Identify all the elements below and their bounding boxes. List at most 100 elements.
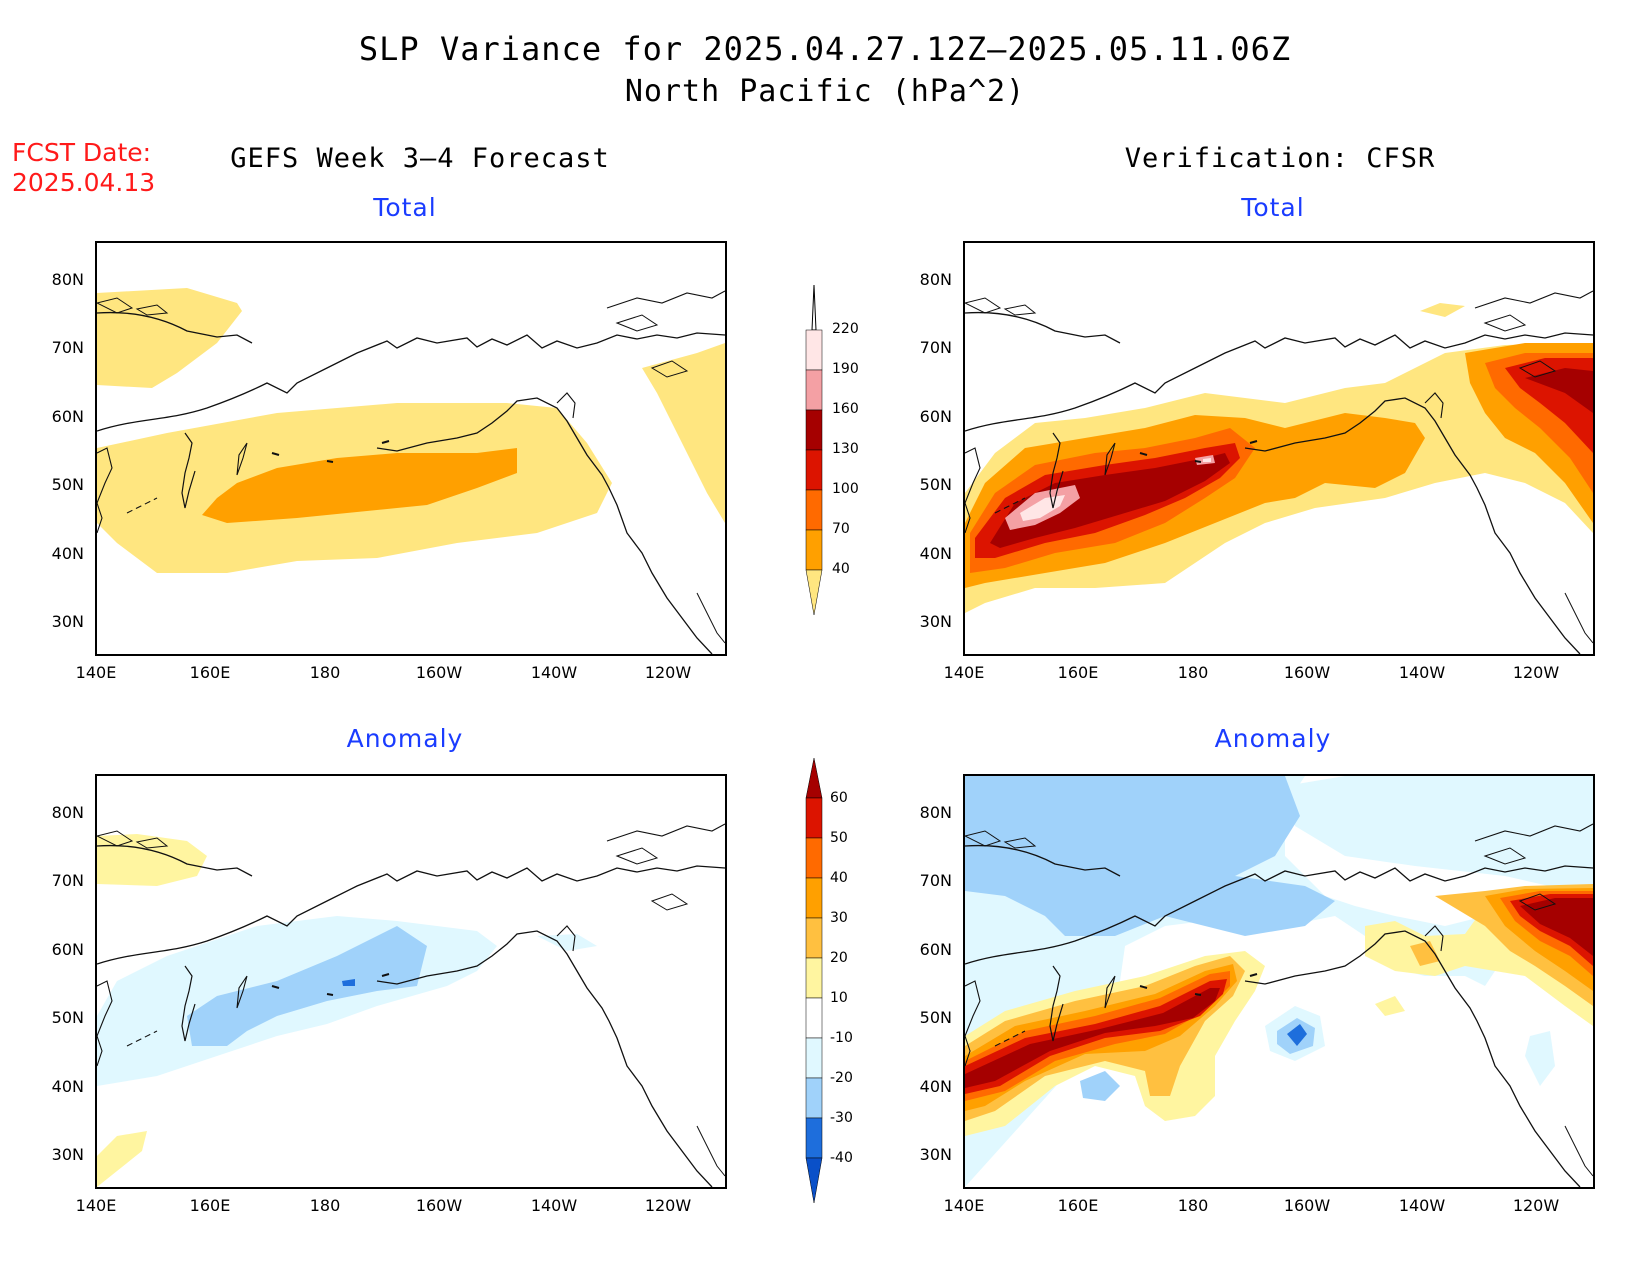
lat-label: 30N <box>919 1145 952 1164</box>
contour-minus10-minus20-bg <box>965 776 1593 896</box>
colorbar-total-label: 160 <box>832 401 859 417</box>
lon-label: 180 <box>1177 1196 1209 1215</box>
colorbar-total-label: 220 <box>832 321 859 337</box>
bottom-right-panel-title: Anomaly <box>1214 724 1332 753</box>
lon-label: 180 <box>309 1196 341 1215</box>
lon-label: 140W <box>530 1196 578 1215</box>
contour-160-190 <box>990 453 1230 548</box>
colorbar-anomaly-label: 20 <box>830 950 848 966</box>
colorbar-total-label: 40 <box>832 561 850 577</box>
contour-40-70-small <box>1420 303 1465 317</box>
lat-label: 80N <box>919 803 952 822</box>
main-title: SLP Variance for 2025.04.27.12Z–2025.05.… <box>358 30 1292 68</box>
lat-label: 50N <box>51 475 84 494</box>
lon-label: 140W <box>1398 1196 1446 1215</box>
contour-160-190-east <box>1525 368 1593 413</box>
lon-label: 120W <box>644 663 692 682</box>
contour-minus20-minus30-north <box>965 776 1335 936</box>
colorbar-total-label: 70 <box>832 521 850 537</box>
colorbar-anomaly <box>805 758 823 1204</box>
top-right-panel-title: Total <box>1241 193 1305 222</box>
colorbar-total <box>805 285 823 615</box>
lon-label: 160W <box>1283 663 1331 682</box>
colorbar-anomaly-label: -40 <box>830 1150 853 1166</box>
lat-label: 70N <box>51 871 84 890</box>
colorbar-anomaly-label: -30 <box>830 1110 853 1126</box>
lat-label: 40N <box>919 544 952 563</box>
subtitle: North Pacific (hPa^2) <box>624 74 1026 109</box>
contour-50-60 <box>965 979 1227 1094</box>
colorbar-anomaly-label: 40 <box>830 870 848 886</box>
colorbar-anomaly-label: -20 <box>830 1070 853 1086</box>
map-panel-verification-anomaly <box>963 774 1595 1189</box>
lat-label: 30N <box>919 612 952 631</box>
lon-label: 160E <box>189 663 231 682</box>
map-panel-forecast-anomaly <box>95 774 727 1189</box>
lat-label: 70N <box>51 338 84 357</box>
contour-40-70-north <box>97 288 242 388</box>
contour-10-20-north <box>97 834 207 886</box>
colorbar-anomaly-label: 30 <box>830 910 848 926</box>
lon-label: 140E <box>75 663 117 682</box>
lat-label: 60N <box>919 407 952 426</box>
lat-label: 50N <box>919 1008 952 1027</box>
contour-20-30-small <box>1410 941 1440 966</box>
lon-label: 140E <box>943 663 985 682</box>
colorbar-total-label: 130 <box>832 441 859 457</box>
colorbar-total-label: 100 <box>832 481 859 497</box>
bottom-left-panel-title: Anomaly <box>346 724 464 753</box>
colorbar-anomaly-label: 10 <box>830 990 848 1006</box>
lon-label: 180 <box>1177 663 1209 682</box>
lat-label: 60N <box>51 407 84 426</box>
lat-label: 30N <box>51 1145 84 1164</box>
right-column-title: Verification: CFSR <box>1124 143 1436 174</box>
contour-minus30-minus40 <box>342 979 355 986</box>
left-column-title: GEFS Week 3–4 Forecast <box>230 143 610 174</box>
lon-label: 120W <box>1512 1196 1560 1215</box>
contour-60-plus-east <box>1520 898 1593 956</box>
lat-label: 50N <box>51 1008 84 1027</box>
map-panel-verification-total <box>963 241 1595 656</box>
lon-label: 160E <box>189 1196 231 1215</box>
lon-label: 160E <box>1057 1196 1099 1215</box>
contour-40-70-east <box>642 343 725 523</box>
lat-label: 50N <box>919 475 952 494</box>
colorbar-anomaly-label: 60 <box>830 790 848 806</box>
top-left-panel-title: Total <box>373 193 437 222</box>
lon-label: 120W <box>644 1196 692 1215</box>
lat-label: 70N <box>919 338 952 357</box>
forecast-date: FCST Date: 2025.04.13 <box>12 138 155 198</box>
contour-minus20-small-sw <box>1080 1071 1120 1101</box>
lon-label: 160W <box>415 663 463 682</box>
lon-label: 140E <box>943 1196 985 1215</box>
contour-minus10-minus20-east <box>537 934 597 951</box>
lon-label: 160E <box>1057 663 1099 682</box>
contour-220-plus <box>1020 495 1065 521</box>
lon-label: 180 <box>309 663 341 682</box>
contour-10-20-south <box>97 1131 147 1187</box>
lat-label: 60N <box>51 940 84 959</box>
lon-label: 160W <box>415 1196 463 1215</box>
contour-70-100 <box>202 448 517 523</box>
lat-label: 40N <box>51 1077 84 1096</box>
map-panel-forecast-total <box>95 241 727 656</box>
lat-label: 40N <box>51 544 84 563</box>
forecast-date-value: 2025.04.13 <box>12 168 156 197</box>
contour-minus20-minus30 <box>187 926 427 1046</box>
lat-label: 30N <box>51 612 84 631</box>
contour-minus30-minus40 <box>1287 1024 1307 1046</box>
contour-60-plus <box>965 988 1220 1088</box>
contour-minus20-small-e <box>1525 1031 1555 1086</box>
lon-label: 140W <box>530 663 578 682</box>
lat-label: 80N <box>51 803 84 822</box>
lon-label: 160W <box>1283 1196 1331 1215</box>
lon-label: 120W <box>1512 663 1560 682</box>
colorbar-total-label: 190 <box>832 361 859 377</box>
lat-label: 80N <box>919 270 952 289</box>
forecast-date-label: FCST Date: <box>12 138 152 167</box>
lat-label: 70N <box>919 871 952 890</box>
lat-label: 40N <box>919 1077 952 1096</box>
lon-label: 140E <box>75 1196 117 1215</box>
lat-label: 80N <box>51 270 84 289</box>
colorbar-anomaly-label: -10 <box>830 1030 853 1046</box>
